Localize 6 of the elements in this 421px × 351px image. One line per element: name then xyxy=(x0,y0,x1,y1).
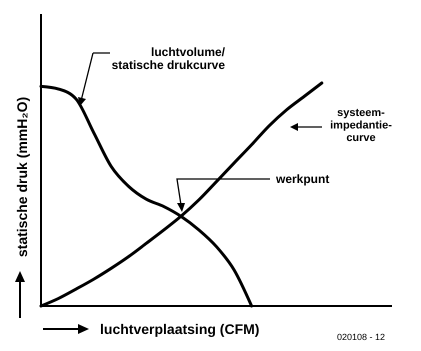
annotation: systeem- impedantie- curve xyxy=(330,107,392,144)
annotation: werkpunt xyxy=(275,172,330,186)
text: 020108 - 12 xyxy=(336,332,385,342)
y-axis-title: statische druk (mmH₂O) xyxy=(14,96,30,258)
text: luchtvolume/ statische drukcurve xyxy=(112,45,226,72)
x-axis-title: luchtverplaatsing (CFM) xyxy=(100,321,260,337)
